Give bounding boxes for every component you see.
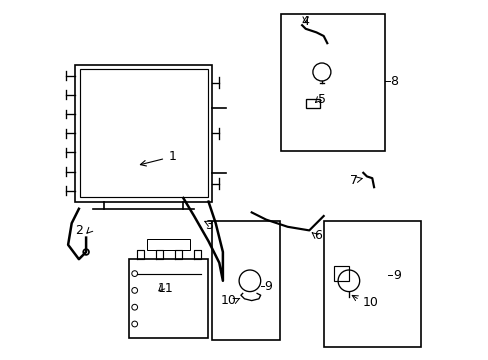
Text: 1: 1: [168, 150, 176, 163]
Bar: [334, 266, 348, 281]
Text: 6: 6: [314, 229, 322, 242]
Text: 4: 4: [301, 15, 309, 28]
Bar: [280, 14, 384, 151]
Bar: [80, 69, 207, 197]
Text: 8: 8: [389, 75, 398, 87]
Text: 3: 3: [204, 219, 212, 231]
Text: 9: 9: [392, 269, 400, 282]
Bar: [212, 221, 280, 340]
Text: 10: 10: [362, 296, 378, 309]
Text: 9: 9: [264, 280, 272, 293]
Text: 10: 10: [220, 294, 236, 307]
Bar: [323, 221, 420, 347]
Text: 2: 2: [75, 224, 82, 237]
Text: 11: 11: [157, 282, 173, 294]
Text: 7: 7: [349, 174, 357, 186]
Bar: [305, 99, 320, 108]
Bar: [75, 65, 212, 202]
Text: 5: 5: [318, 93, 325, 105]
